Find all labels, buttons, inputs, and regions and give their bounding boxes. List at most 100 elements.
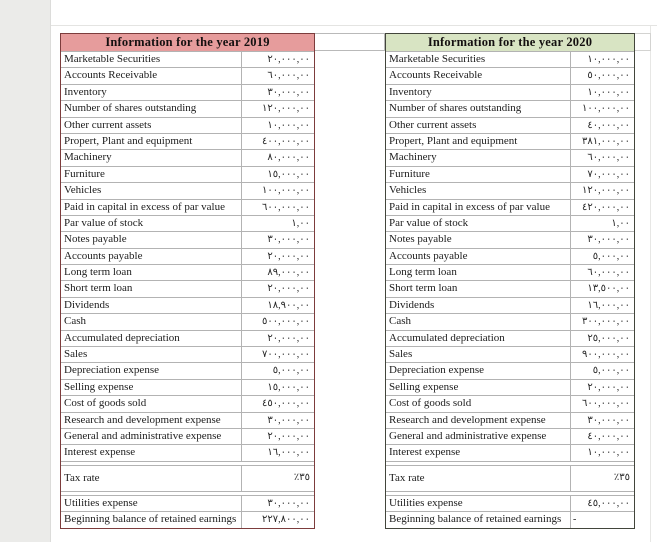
row-value-cell[interactable]: ٢٥,٠٠٠,٠٠	[587, 332, 630, 344]
row-value-cell[interactable]: ١,٠٠	[611, 217, 630, 229]
row-label-cell[interactable]: Cash	[61, 314, 242, 330]
row-label-cell[interactable]: Selling expense	[61, 379, 242, 396]
row-value-cell[interactable]: ٥٠٠,٠٠٠,٠٠	[262, 316, 310, 328]
row-label-cell[interactable]: Accounts payable	[61, 248, 242, 265]
row-label-cell[interactable]: Short term loan	[386, 281, 571, 297]
row-label-cell[interactable]: Depreciation expense	[61, 363, 242, 379]
row-value-cell[interactable]: ٦٠,٠٠٠,٠٠	[587, 152, 630, 164]
row-value-cell[interactable]: ٨٠,٠٠٠,٠٠	[267, 152, 310, 164]
row-label-cell[interactable]: Par value of stock	[61, 215, 242, 232]
row-label-cell[interactable]: Short term loan	[61, 281, 242, 297]
row-label-cell[interactable]: Marketable Securities	[61, 52, 242, 68]
row-value-cell[interactable]: ٨٩,٠٠٠,٠٠	[267, 267, 310, 279]
row-value-cell[interactable]: ٧٠٠,٠٠٠,٠٠	[262, 349, 310, 361]
row-value-cell[interactable]: -	[573, 514, 578, 526]
row-value-cell[interactable]: ٥,٠٠٠,٠٠	[592, 250, 630, 262]
row-label-cell[interactable]: Machinery	[386, 150, 571, 166]
row-label-cell[interactable]: Accounts Receivable	[386, 68, 571, 84]
row-label-cell[interactable]: Research and development expense	[386, 412, 571, 428]
row-label-cell[interactable]: Notes payable	[386, 232, 571, 248]
row-label-cell[interactable]: Accumulated depreciation	[386, 330, 571, 347]
row-value-cell[interactable]: ٤٠,٠٠٠,٠٠	[587, 430, 630, 442]
row-value-cell[interactable]: ٦٠٠,٠٠٠,٠٠	[262, 201, 310, 213]
row-label-cell[interactable]: Cost of goods sold	[61, 396, 242, 412]
row-value-cell[interactable]: ٣٠,٠٠٠,٠٠	[267, 414, 310, 426]
row-label-cell[interactable]: Interest expense	[61, 445, 242, 461]
row-label-cell[interactable]: Machinery	[61, 150, 242, 166]
row-label-cell[interactable]: Utilities expense	[386, 495, 571, 512]
row-value-cell[interactable]: ٣٠,٠٠٠,٠٠	[267, 86, 310, 98]
row-value-cell[interactable]: ٦٠,٠٠٠,٠٠	[267, 70, 310, 82]
row-label-cell[interactable]: Other current assets	[61, 117, 242, 133]
row-label-cell[interactable]: Long term loan	[61, 265, 242, 281]
row-label-cell[interactable]: Propert, Plant and equipment	[386, 133, 571, 150]
row-value-cell[interactable]: ١٠٠,٠٠٠,٠٠	[582, 103, 630, 115]
row-label-cell[interactable]: Inventory	[61, 84, 242, 101]
row-value-cell[interactable]: ٤٥,٠٠٠,٠٠	[587, 497, 630, 509]
row-value-cell[interactable]: ١٠٠,٠٠٠,٠٠	[262, 185, 310, 197]
row-value-cell[interactable]: ٩٠٠,٠٠٠,٠٠	[582, 349, 630, 361]
row-label-cell[interactable]: Notes payable	[61, 232, 242, 248]
row-value-cell[interactable]: ٦٠,٠٠٠,٠٠	[587, 267, 630, 279]
row-value-cell[interactable]: ٤٠٠,٠٠٠,٠٠	[262, 135, 310, 147]
row-value-cell[interactable]: ٧٠,٠٠٠,٠٠	[587, 168, 630, 180]
row-value-cell[interactable]: ١٦,٠٠٠,٠٠	[587, 299, 630, 311]
row-label-cell[interactable]: Dividends	[386, 297, 571, 314]
table-header-2020[interactable]: Information for the year 2020	[386, 34, 634, 51]
empty-cell-right-of-table[interactable]	[633, 33, 651, 51]
row-value-cell[interactable]: ٣٠٠,٠٠٠,٠٠	[582, 316, 630, 328]
row-label-cell[interactable]: General and administrative expense	[61, 428, 242, 445]
row-value-cell[interactable]: ٦٠٠,٠٠٠,٠٠	[582, 398, 630, 410]
row-label-cell[interactable]: Beginning balance of retained earnings	[61, 512, 242, 528]
row-value-cell[interactable]: ٢٢٧,٨٠٠,٠٠	[262, 514, 310, 526]
row-value-cell[interactable]: ٪٣٥	[293, 471, 310, 483]
row-label-cell[interactable]: Marketable Securities	[386, 52, 571, 68]
row-value-cell[interactable]: ٢٠,٠٠٠,٠٠	[587, 381, 630, 393]
row-label-cell[interactable]: Sales	[61, 347, 242, 363]
row-value-cell[interactable]: ١٥,٠٠٠,٠٠	[267, 381, 310, 393]
row-value-cell[interactable]: ١٥,٠٠٠,٠٠	[267, 168, 310, 180]
row-value-cell[interactable]: ٢٠,٠٠٠,٠٠	[267, 250, 310, 262]
row-value-cell[interactable]: ١٠,٠٠٠,٠٠	[587, 447, 630, 459]
row-label-cell[interactable]: Selling expense	[386, 379, 571, 396]
row-label-cell[interactable]: Beginning balance of retained earnings	[386, 512, 571, 528]
row-label-cell[interactable]: Research and development expense	[61, 412, 242, 428]
row-label-cell[interactable]: Number of shares outstanding	[61, 101, 242, 117]
row-label-cell[interactable]: Furniture	[61, 166, 242, 183]
row-value-cell[interactable]: ٣٠,٠٠٠,٠٠	[267, 497, 310, 509]
row-value-cell[interactable]: ٣٨١,٠٠٠,٠٠	[582, 135, 630, 147]
row-label-cell[interactable]: Depreciation expense	[386, 363, 571, 379]
row-value-cell[interactable]: ٢٠,٠٠٠,٠٠	[267, 54, 310, 65]
row-label-cell[interactable]: Cost of goods sold	[386, 396, 571, 412]
row-value-cell[interactable]: ١٢٠,٠٠٠,٠٠	[262, 103, 310, 115]
row-label-cell[interactable]: Number of shares outstanding	[386, 101, 571, 117]
row-label-cell[interactable]: Interest expense	[386, 445, 571, 461]
row-label-cell[interactable]: Paid in capital in excess of par value	[61, 199, 242, 215]
row-label-cell[interactable]: Tax rate	[61, 465, 242, 491]
row-value-cell[interactable]: ٤٠,٠٠٠,٠٠	[587, 119, 630, 131]
row-value-cell[interactable]: ٣٠,٠٠٠,٠٠	[267, 234, 310, 246]
row-label-cell[interactable]: General and administrative expense	[386, 428, 571, 445]
row-label-cell[interactable]: Par value of stock	[386, 215, 571, 232]
row-label-cell[interactable]: Accounts Receivable	[61, 68, 242, 84]
row-value-cell[interactable]: ١٨,٩٠٠,٠٠	[267, 299, 310, 311]
row-value-cell[interactable]: ٥٠,٠٠٠,٠٠	[587, 70, 630, 82]
row-label-cell[interactable]: Vehicles	[61, 183, 242, 199]
row-value-cell[interactable]: ١,٠٠	[291, 217, 310, 229]
row-label-cell[interactable]: Furniture	[386, 166, 571, 183]
row-value-cell[interactable]: ١٠,٠٠٠,٠٠	[587, 54, 630, 65]
row-value-cell[interactable]: ١٠,٠٠٠,٠٠	[267, 119, 310, 131]
row-label-cell[interactable]: Propert, Plant and equipment	[61, 133, 242, 150]
row-label-cell[interactable]: Paid in capital in excess of par value	[386, 199, 571, 215]
row-value-cell[interactable]: ٢٠,٠٠٠,٠٠	[267, 332, 310, 344]
row-label-cell[interactable]: Cash	[386, 314, 571, 330]
row-value-cell[interactable]: ١٠,٠٠٠,٠٠	[587, 86, 630, 98]
row-label-cell[interactable]: Long term loan	[386, 265, 571, 281]
row-value-cell[interactable]: ٥,٠٠٠,٠٠	[272, 365, 310, 377]
row-value-cell[interactable]: ١٢٠,٠٠٠,٠٠	[582, 185, 630, 197]
row-value-cell[interactable]: ٥,٠٠٠,٠٠	[592, 365, 630, 377]
row-value-cell[interactable]: ١٣,٥٠٠,٠٠	[587, 283, 630, 295]
row-value-cell[interactable]: ٢٠,٠٠٠,٠٠	[267, 283, 310, 295]
row-value-cell[interactable]: ٪٣٥	[613, 471, 630, 483]
table-header-2019[interactable]: Information for the year 2019	[61, 34, 314, 51]
